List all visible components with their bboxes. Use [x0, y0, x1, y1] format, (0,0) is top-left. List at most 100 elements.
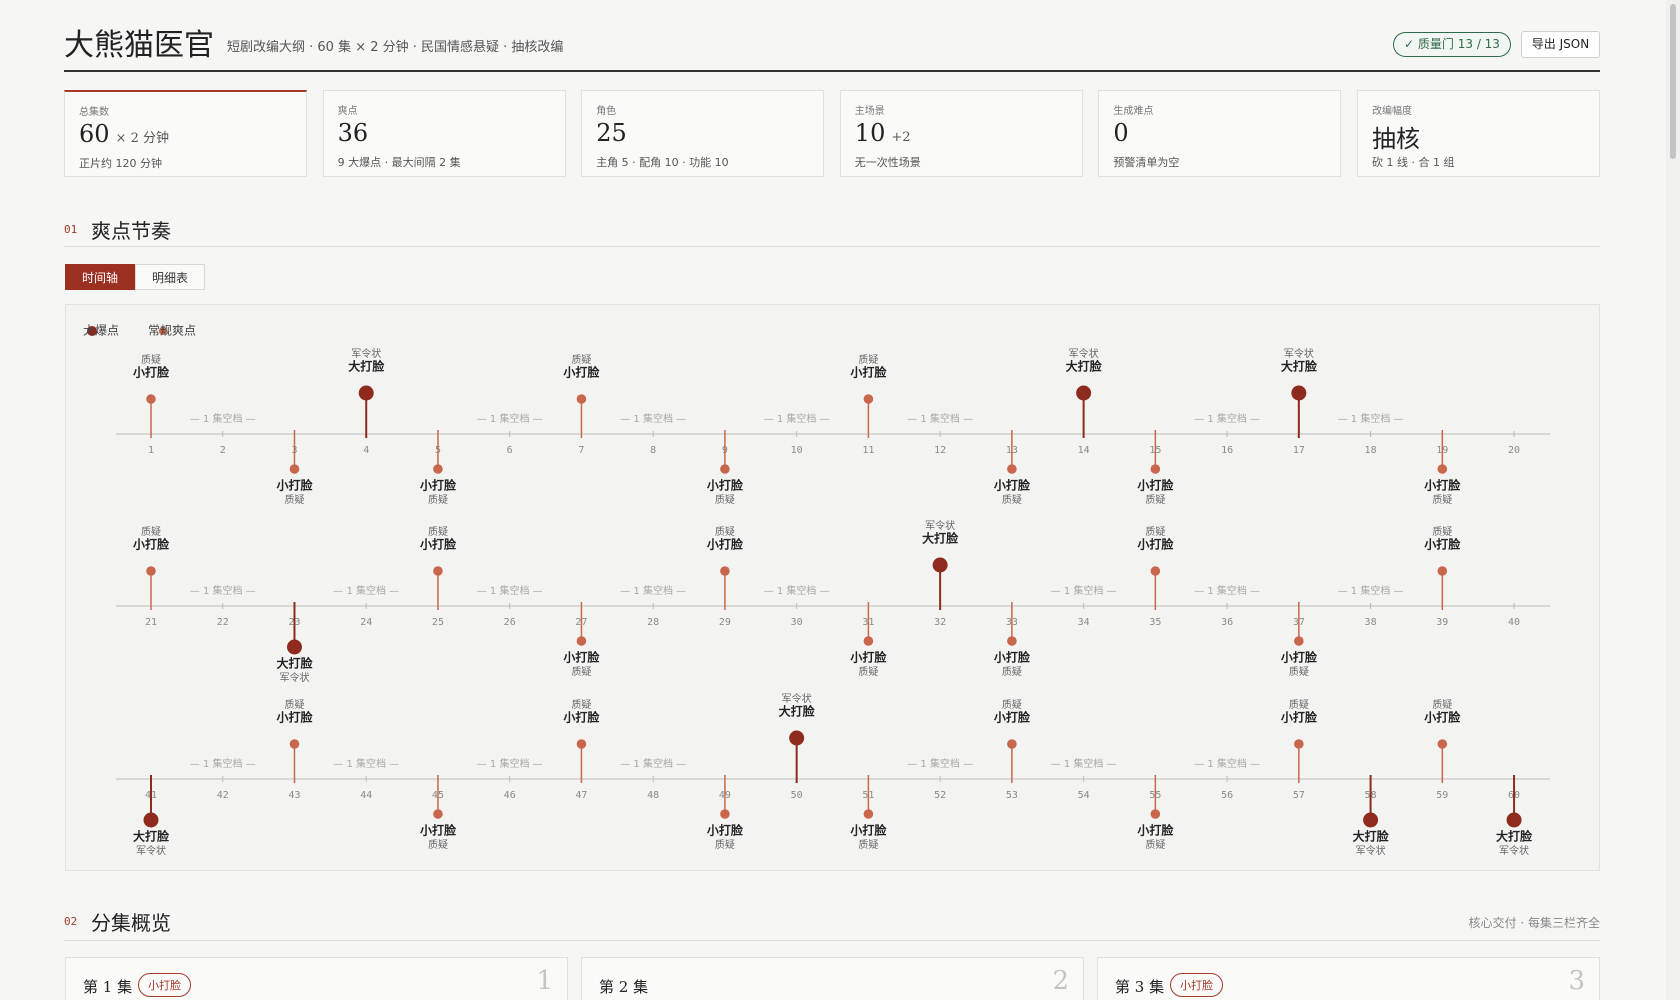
header-rule	[64, 70, 1600, 72]
gap-label: — 1 集空档 —	[477, 584, 543, 597]
beat-label: 大打脸	[133, 829, 170, 844]
gap-label: — 1 集空档 —	[333, 757, 399, 770]
beat-tag: 军令状	[136, 844, 166, 857]
beat-tag: 质疑	[571, 666, 591, 678]
beat-tag: 质疑	[858, 666, 878, 678]
episode-number: 40	[1508, 617, 1520, 628]
big-beat-dot	[1291, 385, 1307, 401]
episode-number: 35	[1149, 617, 1161, 628]
episode-number: 26	[504, 617, 516, 628]
beat-dot	[433, 566, 443, 576]
beat-tag: 质疑	[1289, 666, 1309, 678]
episode-number: 59	[1436, 790, 1448, 801]
episode-number: 2	[220, 445, 226, 456]
episode-number: 47	[575, 790, 587, 801]
episode-number: 28	[647, 617, 659, 628]
beat-tag: 质疑	[1145, 839, 1165, 851]
beat-tag: 军令状	[1499, 844, 1529, 857]
section-title: 爽点节奏	[91, 219, 171, 243]
beat-label: 小打脸	[276, 478, 313, 493]
episode-number: 22	[217, 617, 229, 628]
stat-value: 25	[596, 119, 627, 147]
beat-tag: 军令状	[782, 692, 812, 705]
beat-label: 小打脸	[1424, 478, 1461, 493]
episode-badge: 小打脸	[138, 973, 191, 997]
beat-dot	[720, 464, 730, 474]
episode-number: 6	[507, 445, 513, 456]
beat-dot	[1437, 739, 1448, 749]
beat-tag: 质疑	[1002, 699, 1022, 711]
episode-card[interactable]: 第 1 集小打脸 1	[65, 957, 568, 1000]
gap-label: — 1 集空档 —	[1194, 757, 1260, 770]
beat-dot	[289, 464, 300, 474]
legend-label: 大爆点	[83, 324, 119, 338]
gap-label: — 1 集空档 —	[1051, 757, 1117, 770]
beat-tag: 质疑	[141, 354, 161, 366]
episode-number: 4	[363, 445, 369, 456]
episode-number: 34	[1078, 617, 1090, 628]
beat-tag: 质疑	[1432, 699, 1452, 711]
episode-number: 24	[360, 617, 372, 628]
episode-number: 8	[650, 445, 656, 456]
beat-tag: 质疑	[715, 839, 735, 851]
beat-label: 小打脸	[276, 710, 313, 725]
stat-label: 生成难点	[1113, 106, 1154, 117]
episode-number: 56	[1221, 790, 1233, 801]
beat-label: 大打脸	[779, 704, 816, 719]
export-button[interactable]: 导出 JSON	[1521, 31, 1600, 58]
beat-label: 小打脸	[563, 650, 600, 665]
episode-number: 18	[1365, 445, 1377, 456]
gap-label: — 1 集空档 —	[477, 757, 543, 770]
scrollbar-thumb[interactable]	[1670, 4, 1676, 159]
gap-label: — 1 集空档 —	[907, 412, 973, 425]
section-rule	[64, 940, 1600, 941]
beat-dot	[289, 739, 300, 749]
beat-label: 小打脸	[707, 823, 744, 838]
tab-table[interactable]: 明细表	[135, 264, 205, 290]
beat-tag: 质疑	[571, 699, 591, 711]
scrollbar[interactable]	[1666, 0, 1680, 1000]
beat-label: 小打脸	[850, 823, 887, 838]
episode-number: 14	[1078, 445, 1090, 456]
beat-label: 小打脸	[420, 478, 457, 493]
beat-tag: 军令状	[1284, 347, 1314, 360]
beat-dot	[146, 394, 156, 404]
episode-number: 50	[791, 790, 803, 801]
gap-label: — 1 集空档 —	[764, 584, 830, 597]
beat-label: 小打脸	[420, 823, 457, 838]
beat-label: 小打脸	[563, 710, 600, 725]
stat-value: 10	[854, 119, 886, 147]
beat-tag: 质疑	[858, 354, 878, 366]
stat-label: 主场景	[854, 106, 885, 117]
stat-card: 主场景 10 +2 无一次性场景	[839, 90, 1083, 177]
beat-dot	[1150, 464, 1161, 474]
stat-note: 砍 1 线 · 合 1 组	[1372, 156, 1455, 169]
episode-card[interactable]: 第 3 集小打脸 3	[1097, 957, 1600, 1000]
beat-label: 大打脸	[1281, 359, 1318, 374]
episode-card[interactable]: 第 2 集 2	[581, 957, 1084, 1000]
beat-label: 大打脸	[276, 656, 313, 671]
beat-dot	[863, 636, 874, 646]
big-beat-dot	[143, 812, 159, 828]
episode-number: 30	[791, 617, 803, 628]
episode-number: 25	[432, 617, 444, 628]
beat-tag: 质疑	[1432, 494, 1452, 506]
beat-label: 大打脸	[922, 531, 959, 546]
gap-label: — 1 集空档 —	[333, 584, 399, 597]
tab-timeline[interactable]: 时间轴	[65, 264, 135, 290]
beat-dot	[1007, 636, 1017, 646]
beat-tag: 质疑	[1289, 699, 1309, 711]
episode-number: 44	[360, 790, 372, 801]
stat-unit: × 2 分钟	[115, 131, 169, 146]
legend-swatch	[87, 326, 97, 336]
stat-value-row: 10 +2	[855, 119, 911, 147]
stat-value-row: 60 × 2 分钟	[79, 120, 169, 148]
gap-label: — 1 集空档 —	[190, 584, 256, 597]
stat-note: 正片约 120 分钟	[79, 157, 162, 170]
section-title: 分集概览	[91, 911, 171, 935]
section-number: 02	[64, 915, 78, 928]
beat-dot	[720, 809, 730, 819]
stat-value-row: 25	[596, 119, 627, 147]
episode-number: 57	[1293, 790, 1305, 801]
